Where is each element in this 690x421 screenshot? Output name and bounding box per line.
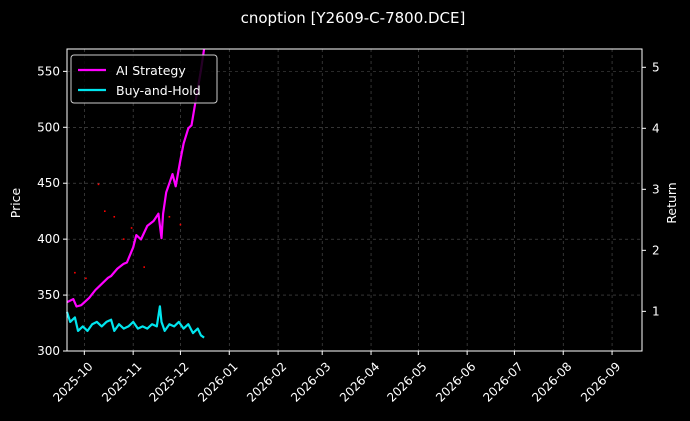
y2-tick-label: 1 [652,304,660,318]
y2-tick-label: 2 [652,243,660,257]
trade-marker [130,227,133,229]
trade-marker [168,215,171,218]
y2-axis-ticks: 1 2 3 4 5 [642,60,660,318]
legend: AI Strategy Buy-and-Hold [70,54,218,104]
y-tick-label: 400 [37,232,60,246]
y-axis-label: Price [8,187,23,218]
legend-label-buy-and-hold: Buy-and-Hold [116,83,201,98]
y2-tick-label: 5 [652,60,660,74]
trade-marker [74,271,76,274]
chart-title: cnoption [Y2609-C-7800.DCE] [241,9,466,27]
series-line-buy-and-hold [65,305,205,339]
y2-tick-label: 4 [652,121,660,135]
trade-marker [104,210,106,212]
y-axis-ticks: 300 350 400 450 500 550 [37,64,67,358]
series-lines [65,48,206,339]
trade-marker [122,238,125,240]
plot-frame [66,48,643,352]
y-tick-label: 550 [37,64,60,78]
legend-box [70,54,218,104]
y2-axis-label: Return [664,182,679,223]
legend-label-ai-strategy: AI Strategy [116,63,186,78]
trade-markers [74,183,182,280]
y-tick-label: 450 [37,176,60,190]
y2-tick-label: 3 [652,182,660,196]
y-tick-label: 300 [37,344,60,358]
y-tick-label: 350 [37,288,60,302]
series-line-ai-strategy [66,48,206,308]
y-tick-label: 500 [37,120,60,134]
trade-marker [97,183,100,186]
trade-marker [113,215,116,218]
trade-marker [179,223,182,226]
trade-marker [85,277,87,280]
trade-marker [143,266,145,268]
